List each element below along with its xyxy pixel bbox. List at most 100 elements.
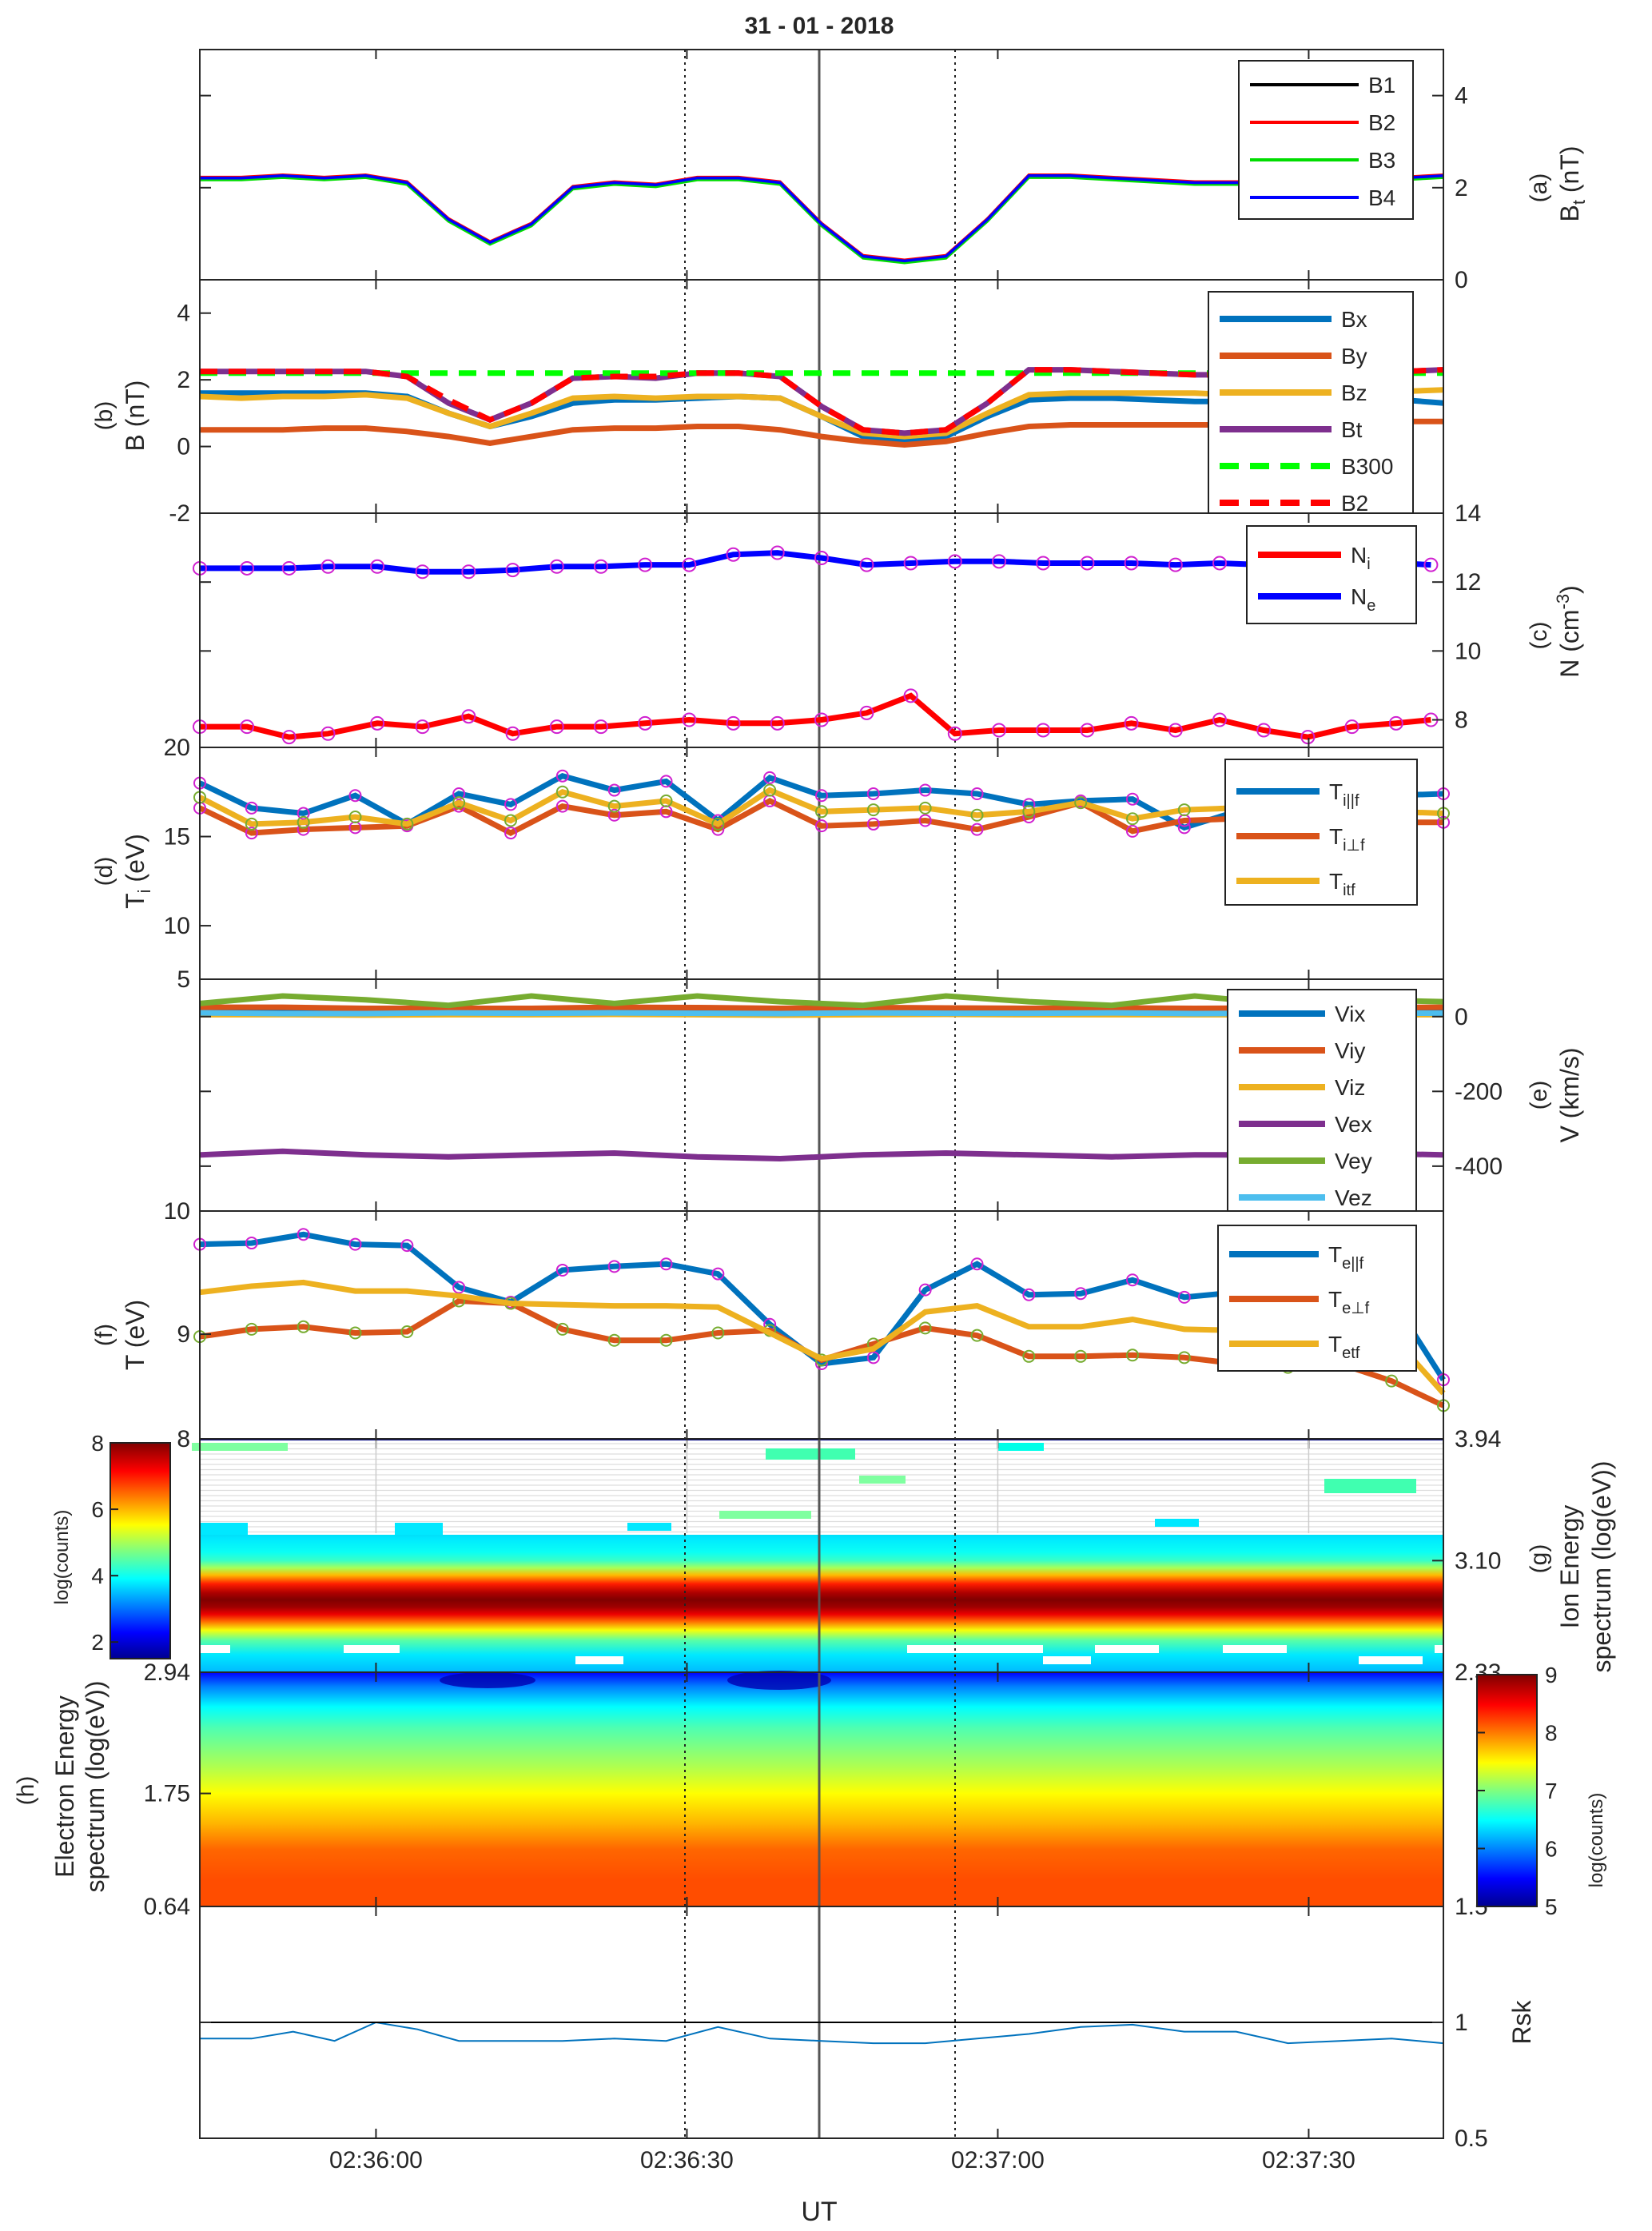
legend-label-B300: B300 xyxy=(1341,454,1393,479)
legend-e-box xyxy=(1227,989,1417,1212)
marker-Ti||f xyxy=(970,787,984,800)
y-tick-label: 3.10 xyxy=(1455,1548,1501,1574)
panel-h-ylabel-1: Electron Energy xyxy=(50,1695,79,1878)
marker-Ne xyxy=(415,564,430,580)
marker-Ti||f xyxy=(504,798,517,811)
marker-Ni xyxy=(859,705,874,720)
legend-label-Tetf: Tetf xyxy=(1328,1332,1360,1362)
marker-Ne xyxy=(1168,557,1183,572)
legend-label-Titf: Titf xyxy=(1329,869,1355,899)
colorbar-h-tick: 9 xyxy=(1545,1663,1558,1687)
y-tick-label: 0 xyxy=(177,434,190,460)
marker-Ni xyxy=(1300,730,1316,745)
colorbar-g-tick: 2 xyxy=(91,1630,104,1655)
marker-Titf xyxy=(659,794,673,807)
marker-Te||f xyxy=(918,1283,932,1297)
ion-empty-block xyxy=(200,1645,230,1653)
colorbar-g-tick: 8 xyxy=(91,1431,104,1456)
legend-a: B1 B2 B3 B4 xyxy=(1238,60,1414,220)
marker-Te⊥f xyxy=(245,1322,258,1336)
marker-Titf xyxy=(763,783,777,797)
marker-Ti||f xyxy=(815,789,828,803)
panel-d-ylabel: Ti (eV) xyxy=(121,834,154,909)
colorbar-g: 2 4 6 8 xyxy=(91,1431,171,1659)
marker-Ni xyxy=(505,726,520,741)
figure-title: 31 - 01 - 2018 xyxy=(745,13,894,39)
legend-b-box xyxy=(1208,291,1414,514)
y-tick-label: 10 xyxy=(164,913,190,939)
marker-Ni xyxy=(770,715,785,731)
marker-Ni xyxy=(593,719,608,735)
y-tick-label: 4 xyxy=(177,301,190,327)
electron-dark-spot xyxy=(727,1671,831,1690)
marker-Ti||f xyxy=(866,787,880,800)
legend-label-By: By xyxy=(1341,344,1367,369)
legend-label-B2: B2 xyxy=(1341,491,1368,516)
marker-Ti||f xyxy=(555,769,569,783)
marker-Ni xyxy=(1080,723,1095,738)
y-tick-label: 12 xyxy=(1455,569,1481,596)
marker-Te||f xyxy=(711,1267,725,1281)
marker-Ni xyxy=(1036,723,1051,738)
x-tick-label: 02:36:30 xyxy=(640,2147,734,2173)
panel-c-ylabel: N (cm-3) xyxy=(1553,585,1584,678)
y-tick-label: 4 xyxy=(1455,83,1468,110)
panel-f-label: (f) xyxy=(91,1324,117,1346)
y-tick-label: 0 xyxy=(1455,267,1468,293)
panel-f-ylabel: T (eV) xyxy=(121,1300,149,1370)
legend-b: Bx By Bz Bt B300 B2 xyxy=(1208,291,1414,516)
legend-c: Ni Ne xyxy=(1246,525,1417,624)
legend-label-Vey: Vey xyxy=(1335,1149,1372,1173)
marker-Titf xyxy=(1074,796,1088,810)
y-tick-label: 3.94 xyxy=(1455,1426,1501,1452)
marker-Te⊥f xyxy=(659,1333,673,1347)
marker-Ni xyxy=(1124,715,1139,731)
ion-empty-block xyxy=(1359,1656,1423,1664)
marker-Ne xyxy=(593,559,608,574)
marker-Ne xyxy=(1080,556,1095,571)
y-tick-label: 1 xyxy=(1455,2010,1468,2036)
marker-Ti||f xyxy=(348,789,362,803)
marker-Titf xyxy=(866,803,880,817)
panel-b-label: (b) xyxy=(91,401,117,431)
marker-Titf xyxy=(918,801,932,815)
panel-g-ylabel-2: spectrum (log(eV)) xyxy=(1587,1461,1616,1673)
y-tick-label: 0.5 xyxy=(1455,2125,1488,2152)
marker-Ne xyxy=(1036,556,1051,571)
marker-Te⊥f xyxy=(711,1326,725,1340)
marker-Ne xyxy=(281,560,297,576)
marker-Ne xyxy=(320,559,336,574)
marker-Te||f xyxy=(1022,1288,1036,1301)
ion-count-block xyxy=(1324,1479,1416,1493)
panel-b-ylabel: B (nT) xyxy=(121,380,149,452)
y-tick-label: -400 xyxy=(1455,1153,1503,1180)
marker-Titf xyxy=(452,796,466,810)
y-tick-label: -200 xyxy=(1455,1078,1503,1105)
marker-Ne xyxy=(549,559,564,574)
y-tick-label: 15 xyxy=(164,824,190,851)
colorbar-g-tick: 6 xyxy=(91,1497,104,1522)
marker-Ti||f xyxy=(245,801,258,815)
y-tick-label: 2.94 xyxy=(144,1659,190,1686)
y-tick-label: 8 xyxy=(177,1426,190,1452)
marker-Te⊥f xyxy=(607,1333,621,1347)
marker-Te||f xyxy=(245,1237,258,1250)
legend-d: Ti||f Ti⊥f Titf xyxy=(1224,759,1418,906)
marker-Ni xyxy=(903,688,918,703)
marker-Titf xyxy=(607,799,621,813)
legend-label-B4: B4 xyxy=(1368,185,1395,210)
legend-e: Vix Viy Viz Vex Vey Vez xyxy=(1227,989,1417,1212)
marker-Ni xyxy=(1256,723,1272,738)
marker-Ti⊥f xyxy=(918,814,932,827)
legend-label-B2: B2 xyxy=(1368,110,1395,135)
marker-Ni xyxy=(1344,719,1359,735)
y-tick-label: 10 xyxy=(1455,638,1481,664)
marker-Ni xyxy=(281,730,297,745)
marker-Ti||f xyxy=(297,807,310,820)
legend-label-Viz: Viz xyxy=(1335,1075,1365,1100)
marker-Ti⊥f xyxy=(555,799,569,813)
marker-Ti⊥f xyxy=(815,819,828,833)
colorbar-h-bar xyxy=(1476,1674,1538,1907)
panel-h-ylabel-2: spectrum (log(eV)) xyxy=(81,1681,109,1893)
marker-Titf xyxy=(1177,803,1191,817)
